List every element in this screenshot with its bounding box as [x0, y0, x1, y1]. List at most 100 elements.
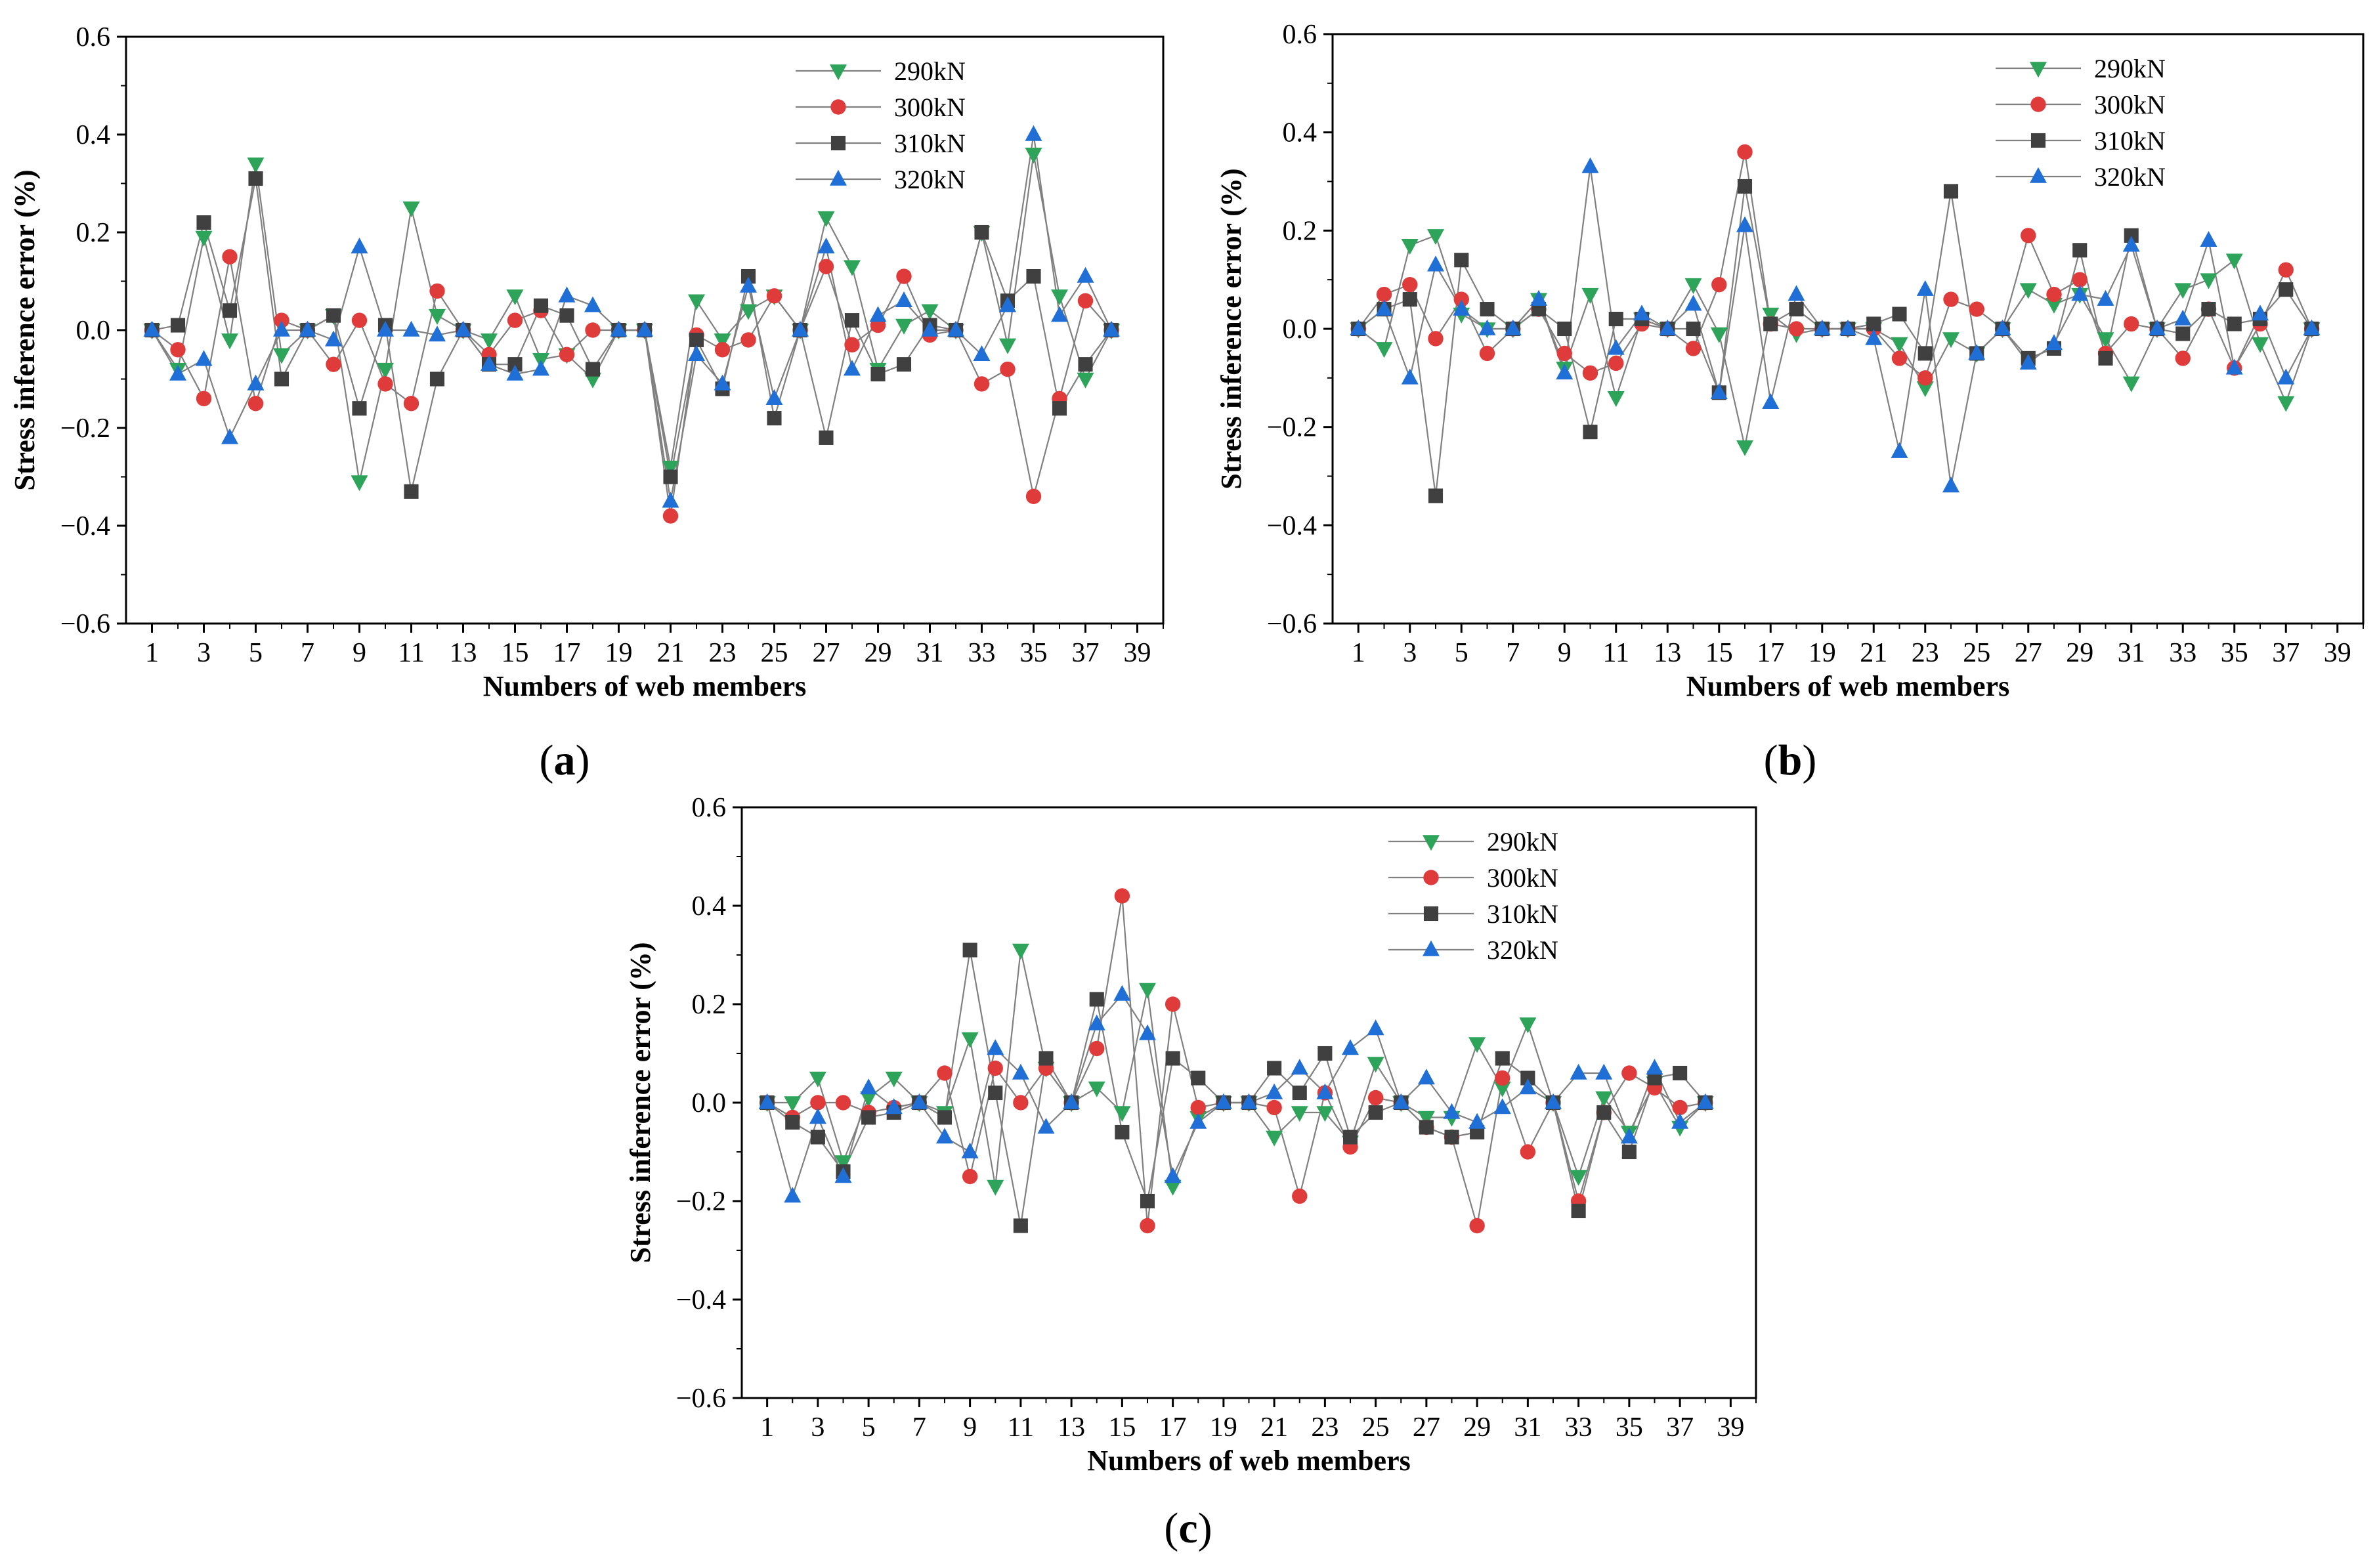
- x-tick-label: 37: [2272, 638, 2300, 668]
- legend-label: 320kN: [894, 165, 966, 194]
- x-tick-label: 17: [1757, 638, 1784, 668]
- data-point-320kN: [1865, 329, 1883, 345]
- data-point-290kN: [1607, 391, 1625, 408]
- data-point-310kN: [1089, 992, 1104, 1007]
- data-point-300kN: [937, 1065, 953, 1081]
- data-point-290kN: [506, 289, 524, 306]
- x-tick-label: 13: [450, 638, 477, 668]
- data-point-320kN: [1556, 364, 1574, 380]
- data-point-290kN: [2174, 283, 2192, 299]
- x-tick-label: 23: [709, 638, 737, 668]
- data-point-320kN: [947, 320, 964, 337]
- data-point-310kN: [1191, 1070, 1206, 1086]
- data-point-310kN: [196, 215, 211, 230]
- y-tick-label: −0.6: [1267, 609, 1317, 639]
- data-point-300kN: [1114, 888, 1130, 904]
- data-point-290kN: [195, 230, 213, 247]
- x-tick-label: 19: [1809, 638, 1836, 668]
- x-tick-label: 1: [760, 1412, 774, 1443]
- data-point-300kN: [196, 391, 212, 406]
- data-point-300kN: [2124, 316, 2139, 332]
- y-tick-label: 0.4: [692, 891, 727, 922]
- legend-marker-300kN: [2030, 96, 2046, 112]
- y-axis-label: Stress inference error (%): [624, 942, 656, 1263]
- data-point-300kN: [222, 249, 238, 265]
- data-point-300kN: [1711, 276, 1727, 293]
- data-point-320kN: [1519, 1078, 1537, 1095]
- data-point-290kN: [987, 1179, 1004, 1196]
- x-tick-label: 29: [865, 638, 892, 668]
- data-point-310kN: [585, 362, 601, 377]
- data-point-310kN: [1673, 1065, 1688, 1081]
- data-point-290kN: [1736, 440, 1753, 456]
- data-point-320kN: [936, 1128, 953, 1144]
- data-point-320kN: [895, 291, 912, 308]
- data-point-320kN: [1633, 305, 1650, 321]
- x-tick-label: 15: [1705, 638, 1733, 668]
- data-point-310kN: [810, 1130, 825, 1145]
- y-tick-label: −0.6: [60, 609, 110, 639]
- data-point-290kN: [1581, 287, 1599, 304]
- data-point-300kN: [1367, 1090, 1384, 1106]
- data-point-320kN: [1427, 255, 1444, 272]
- data-point-310kN: [404, 484, 419, 499]
- data-point-290kN: [2019, 283, 2037, 299]
- data-point-300kN: [1402, 276, 1418, 293]
- data-point-320kN: [325, 330, 342, 347]
- data-point-300kN: [1266, 1099, 1282, 1116]
- data-point-310kN: [2227, 316, 2242, 331]
- data-point-320kN: [532, 360, 549, 376]
- data-point-310kN: [2175, 326, 2191, 341]
- x-tick-label: 13: [1058, 1412, 1085, 1443]
- data-point-320kN: [169, 364, 186, 381]
- x-tick-label: 25: [1362, 1412, 1390, 1443]
- data-point-310kN: [1621, 1144, 1637, 1160]
- y-tick-label: 0.2: [76, 218, 111, 248]
- data-point-320kN: [2303, 319, 2321, 335]
- data-point-300kN: [170, 342, 186, 358]
- data-point-310kN: [1368, 1105, 1383, 1120]
- data-point-300kN: [1453, 291, 1469, 307]
- x-tick-label: 37: [1666, 1412, 1694, 1443]
- data-point-290kN: [740, 304, 757, 320]
- data-point-310kN: [1444, 1130, 1459, 1145]
- y-axis-label: Stress inference error (%): [1215, 168, 1247, 489]
- x-tick-label: 9: [1558, 638, 1572, 668]
- data-point-320kN: [1916, 280, 1934, 296]
- data-point-300kN: [1428, 331, 1444, 347]
- data-point-320kN: [758, 1093, 776, 1109]
- data-point-290kN: [1570, 1170, 1587, 1186]
- data-point-310kN: [1013, 1218, 1028, 1233]
- x-tick-label: 3: [811, 1412, 824, 1443]
- data-point-300kN: [974, 376, 990, 392]
- x-tick-label: 33: [1565, 1412, 1593, 1443]
- data-point-290kN: [895, 318, 912, 335]
- data-point-310kN: [1115, 1124, 1130, 1140]
- y-tick-label: 0.4: [1283, 118, 1317, 148]
- data-point-320kN: [1788, 285, 1805, 301]
- data-point-320kN: [2200, 231, 2217, 247]
- data-point-290kN: [351, 475, 368, 492]
- x-tick-label: 23: [1912, 638, 1939, 668]
- x-tick-label: 39: [1124, 638, 1151, 668]
- x-tick-label: 17: [553, 638, 581, 668]
- data-point-310kN: [248, 171, 263, 186]
- data-point-320kN: [860, 1078, 878, 1095]
- data-point-300kN: [1292, 1188, 1308, 1204]
- x-tick-label: 39: [2324, 638, 2351, 668]
- data-point-320kN: [921, 320, 939, 337]
- data-point-300kN: [987, 1060, 1003, 1076]
- legend-label: 310kN: [2094, 126, 2166, 156]
- panel-caption: (c): [1164, 1504, 1212, 1552]
- data-point-310kN: [1342, 1130, 1358, 1145]
- data-point-320kN: [1545, 1093, 1562, 1109]
- data-point-310kN: [1078, 357, 1093, 372]
- x-tick-label: 7: [1506, 638, 1520, 668]
- x-tick-label: 11: [398, 638, 424, 668]
- chart-panel-c: 0.60.40.20.0−0.2−0.4−0.61 3 5 7 9 11 13 15 17 19 2…: [624, 793, 1757, 1552]
- data-point-290kN: [1684, 278, 1702, 294]
- data-point-290kN: [377, 362, 394, 379]
- data-point-320kN: [558, 286, 576, 303]
- data-point-320kN: [1012, 1063, 1029, 1080]
- data-point-320kN: [2097, 289, 2114, 306]
